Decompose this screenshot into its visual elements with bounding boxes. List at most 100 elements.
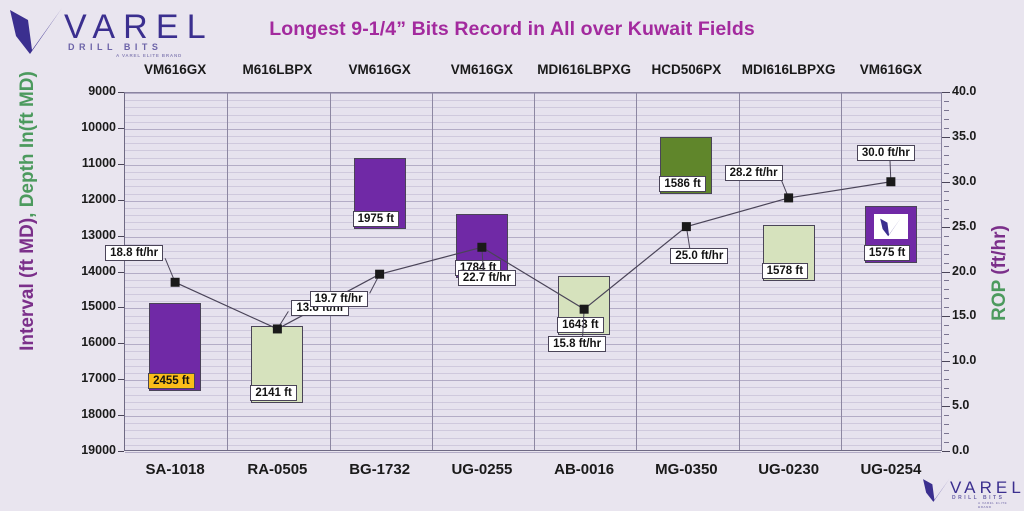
- y-axis-tick-label: 19000: [81, 443, 116, 457]
- bit-type-label: VM616GX: [143, 62, 207, 77]
- gridline-minor: [125, 365, 941, 367]
- y-axis-title-right: ROP (ft/hr): [989, 103, 1011, 443]
- y2-axis-minor-tick-mark: [944, 163, 949, 165]
- rop-value-label: 15.8 ft/hr: [548, 336, 607, 353]
- well-name-label: RA-0505: [247, 461, 308, 478]
- y-axis-tick-label: 11000: [81, 155, 116, 170]
- gridline-minor: [125, 136, 941, 138]
- y2-axis-tick-label: 15.0: [952, 308, 977, 323]
- y2-axis-tick-mark: [942, 271, 950, 273]
- y2-axis-minor-tick-mark: [944, 190, 949, 192]
- y2-axis-minor-tick-mark: [944, 325, 949, 327]
- varel-checkmark-icon-in-bar: [873, 214, 908, 240]
- interval-value-label: 1575 ft: [863, 244, 911, 261]
- bit-type-label: MDI616LBPXG: [741, 62, 836, 77]
- gridline-minor: [125, 351, 941, 353]
- gridline-minor: [125, 430, 941, 432]
- y-axis-tick-mark: [118, 163, 124, 165]
- gridline-minor: [125, 358, 941, 360]
- y2-axis-tick-mark: [942, 316, 950, 318]
- y2-axis-tick-label: 25.0: [952, 218, 977, 233]
- varel-wordmark: VAREL: [64, 8, 214, 46]
- y2-axis-minor-tick-mark: [944, 118, 949, 120]
- y2-axis-minor-tick-mark: [944, 433, 949, 435]
- well-name-label: SA-1018: [145, 461, 205, 478]
- y-axis-tick-mark: [118, 235, 124, 237]
- y2-axis-minor-tick-mark: [944, 127, 949, 129]
- interval-value-label: 2141 ft: [250, 385, 297, 402]
- y2-axis-minor-tick-mark: [944, 217, 949, 219]
- gridline-minor: [125, 322, 941, 324]
- y2-axis-minor-tick-mark: [944, 370, 949, 372]
- interval-value-label: 1975 ft: [352, 210, 400, 227]
- well-name-label: UG-0255: [451, 461, 513, 478]
- y-axis-tick-mark: [118, 92, 124, 93]
- gridline-minor: [125, 215, 941, 217]
- gridline-minor: [125, 143, 941, 145]
- y-axis-tick-label: 16000: [81, 335, 116, 350]
- y2-axis-minor-tick-mark: [944, 145, 949, 147]
- gridline-minor: [125, 114, 941, 116]
- category-separator: [738, 93, 740, 450]
- rop-value-label: 18.8 ft/hr: [105, 245, 164, 262]
- y2-axis-minor-tick-mark: [944, 289, 949, 291]
- varel-checkmark-icon: [10, 8, 62, 54]
- category-separator: [534, 93, 535, 450]
- gridline-minor: [125, 401, 941, 403]
- y-axis-tick-label: 9000: [88, 84, 116, 98]
- varel-logo-header: VAREL DRILL BITS A VAREL ELITE BRAND: [8, 6, 208, 58]
- gridline-major: [125, 380, 941, 382]
- gridline-minor: [125, 243, 941, 245]
- y2-axis-minor-tick-mark: [944, 415, 949, 417]
- gridline-major: [125, 452, 941, 453]
- rop-value-label: 30.0 ft/hr: [856, 144, 915, 161]
- y2-axis-tick-mark: [942, 92, 950, 93]
- well-name-label: MG-0350: [655, 461, 718, 478]
- gridline-minor: [125, 294, 941, 296]
- interval-value-label: 1643 ft: [557, 316, 604, 333]
- gridline-major: [125, 344, 941, 346]
- gridline-minor: [125, 373, 941, 375]
- y2-axis-tick-mark: [942, 451, 950, 452]
- y-axis-tick-mark: [118, 127, 124, 129]
- y2-axis-minor-tick-mark: [944, 100, 949, 102]
- gridline-minor: [125, 107, 941, 109]
- gridline-minor: [125, 301, 941, 303]
- y2-axis-minor-tick-mark: [944, 379, 949, 381]
- y2-axis-tick-mark: [942, 406, 950, 408]
- y2-axis-minor-tick-mark: [944, 244, 949, 246]
- y2-axis-minor-tick-mark: [944, 343, 949, 345]
- y2-axis-minor-tick-mark: [944, 280, 949, 282]
- category-separator: [227, 93, 229, 450]
- gridline-minor: [125, 408, 941, 410]
- y2-axis-minor-tick-mark: [944, 424, 949, 426]
- gridline-minor: [125, 171, 941, 173]
- y-axis-title-left: Interval (ft MD), Depth In(ft MD): [17, 41, 39, 381]
- category-separator: [636, 93, 638, 450]
- gridline-major: [125, 272, 941, 274]
- bit-type-label: M616LBPX: [242, 62, 313, 77]
- y-axis-tick-mark: [118, 415, 124, 417]
- well-name-label: AB-0016: [554, 461, 615, 478]
- y-axis-tick-mark: [118, 199, 124, 201]
- y2-axis-minor-tick-mark: [944, 208, 949, 210]
- y2-axis-tick-label: 30.0: [952, 173, 977, 188]
- y2-axis-minor-tick-mark: [944, 154, 949, 156]
- varel-subtitle-footer: DRILL BITS: [952, 495, 1005, 501]
- y-axis-tick-label: 18000: [81, 407, 116, 422]
- y-axis-title-interval: Interval (ft MD): [17, 217, 38, 351]
- gridline-minor: [125, 286, 941, 288]
- gridline-major: [125, 308, 941, 310]
- gridline-minor: [125, 186, 941, 188]
- y2-axis-tick-label: 5.0: [952, 398, 970, 413]
- rop-value-label: 22.7 ft/hr: [457, 270, 516, 287]
- y-axis-tick-label: 13000: [81, 227, 116, 242]
- interval-value-label: 1586 ft: [659, 175, 706, 192]
- varel-logo-footer: VAREL DRILL BITS A VAREL ELITE BRAND: [922, 477, 1022, 509]
- chart-title: Longest 9-1/4” Bits Record in All over K…: [269, 18, 755, 40]
- y2-axis-minor-tick-mark: [944, 352, 949, 354]
- gridline-minor: [125, 250, 941, 252]
- rop-value-label: 19.7 ft/hr: [309, 291, 368, 308]
- gridline-major: [125, 416, 941, 418]
- y-axis-tick-label: 17000: [81, 371, 116, 386]
